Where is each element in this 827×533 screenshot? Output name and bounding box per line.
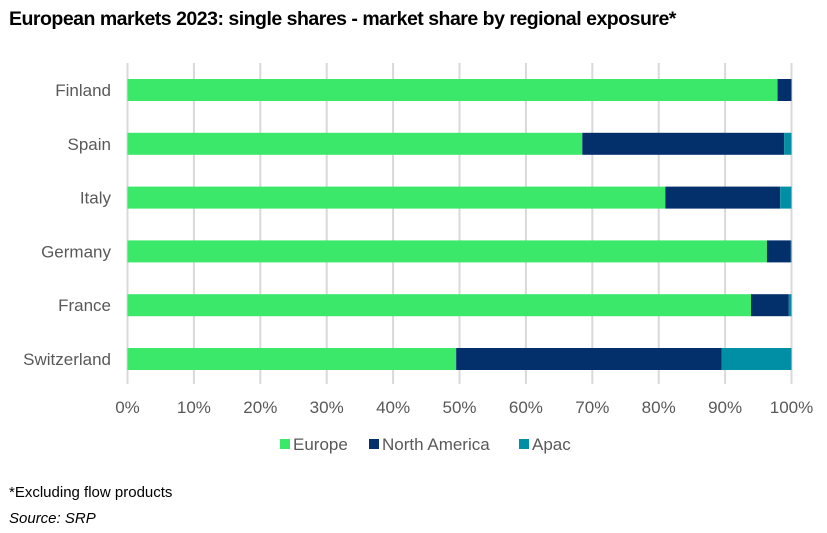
x-tick-label: 10%: [177, 398, 211, 417]
bar-spain-apac: [784, 132, 792, 155]
x-tick-label: 50%: [442, 398, 476, 417]
legend-swatch-apac: [519, 439, 529, 449]
category-label: Switzerland: [23, 350, 111, 369]
legend-swatch-europe: [280, 439, 290, 449]
bars: [127, 79, 792, 370]
legend-label: Apac: [532, 435, 571, 454]
bar-germany-europe: [127, 240, 767, 263]
category-label: Germany: [41, 242, 111, 261]
category-label: Finland: [55, 81, 111, 100]
bar-switzerland-apac: [721, 348, 792, 370]
source-note: Source: SRP: [9, 510, 96, 527]
x-tick-label: 80%: [642, 398, 676, 417]
bar-finland-north-america: [777, 79, 792, 101]
bar-switzerland-europe: [127, 348, 457, 370]
category-label: Italy: [80, 189, 112, 208]
x-tick-label: 30%: [310, 398, 344, 417]
x-tick-label: 90%: [708, 398, 742, 417]
x-tick-label: 40%: [376, 398, 410, 417]
bar-france-north-america: [750, 294, 789, 317]
bar-finland-europe: [127, 79, 778, 101]
x-tick-label: 70%: [575, 398, 609, 417]
bar-italy-europe: [127, 186, 666, 209]
category-label: France: [58, 296, 111, 315]
footnote: *Excluding flow products: [9, 484, 173, 501]
x-tick-labels: 0% 10% 20% 30% 40% 50% 60% 70% 80% 90% 100%: [115, 398, 813, 417]
bar-spain-north-america: [582, 132, 785, 155]
x-tick-label: 0%: [115, 398, 140, 417]
category-label: Spain: [68, 135, 111, 154]
bar-germany-apac: [790, 240, 792, 263]
bar-switzerland-north-america: [456, 348, 722, 370]
bar-italy-apac: [780, 186, 792, 209]
legend-label: Europe: [293, 435, 348, 454]
x-tick-label: 100%: [770, 398, 813, 417]
category-labels: Finland Spain Italy Germany France Switzerlan…: [23, 81, 111, 369]
x-tick-label: 20%: [243, 398, 277, 417]
gridlines: [126, 63, 793, 384]
legend-label: North America: [382, 435, 490, 454]
x-tick-label: 60%: [509, 398, 543, 417]
bar-italy-north-america: [665, 186, 781, 209]
bar-france-apac: [788, 294, 792, 317]
legend: Europe North America Apac: [280, 435, 571, 454]
bar-spain-europe: [127, 132, 583, 155]
legend-swatch-north-america: [369, 439, 379, 449]
chart-title: European markets 2023: single shares - m…: [9, 8, 676, 30]
bar-france-europe: [127, 294, 751, 317]
bar-germany-north-america: [766, 240, 791, 263]
